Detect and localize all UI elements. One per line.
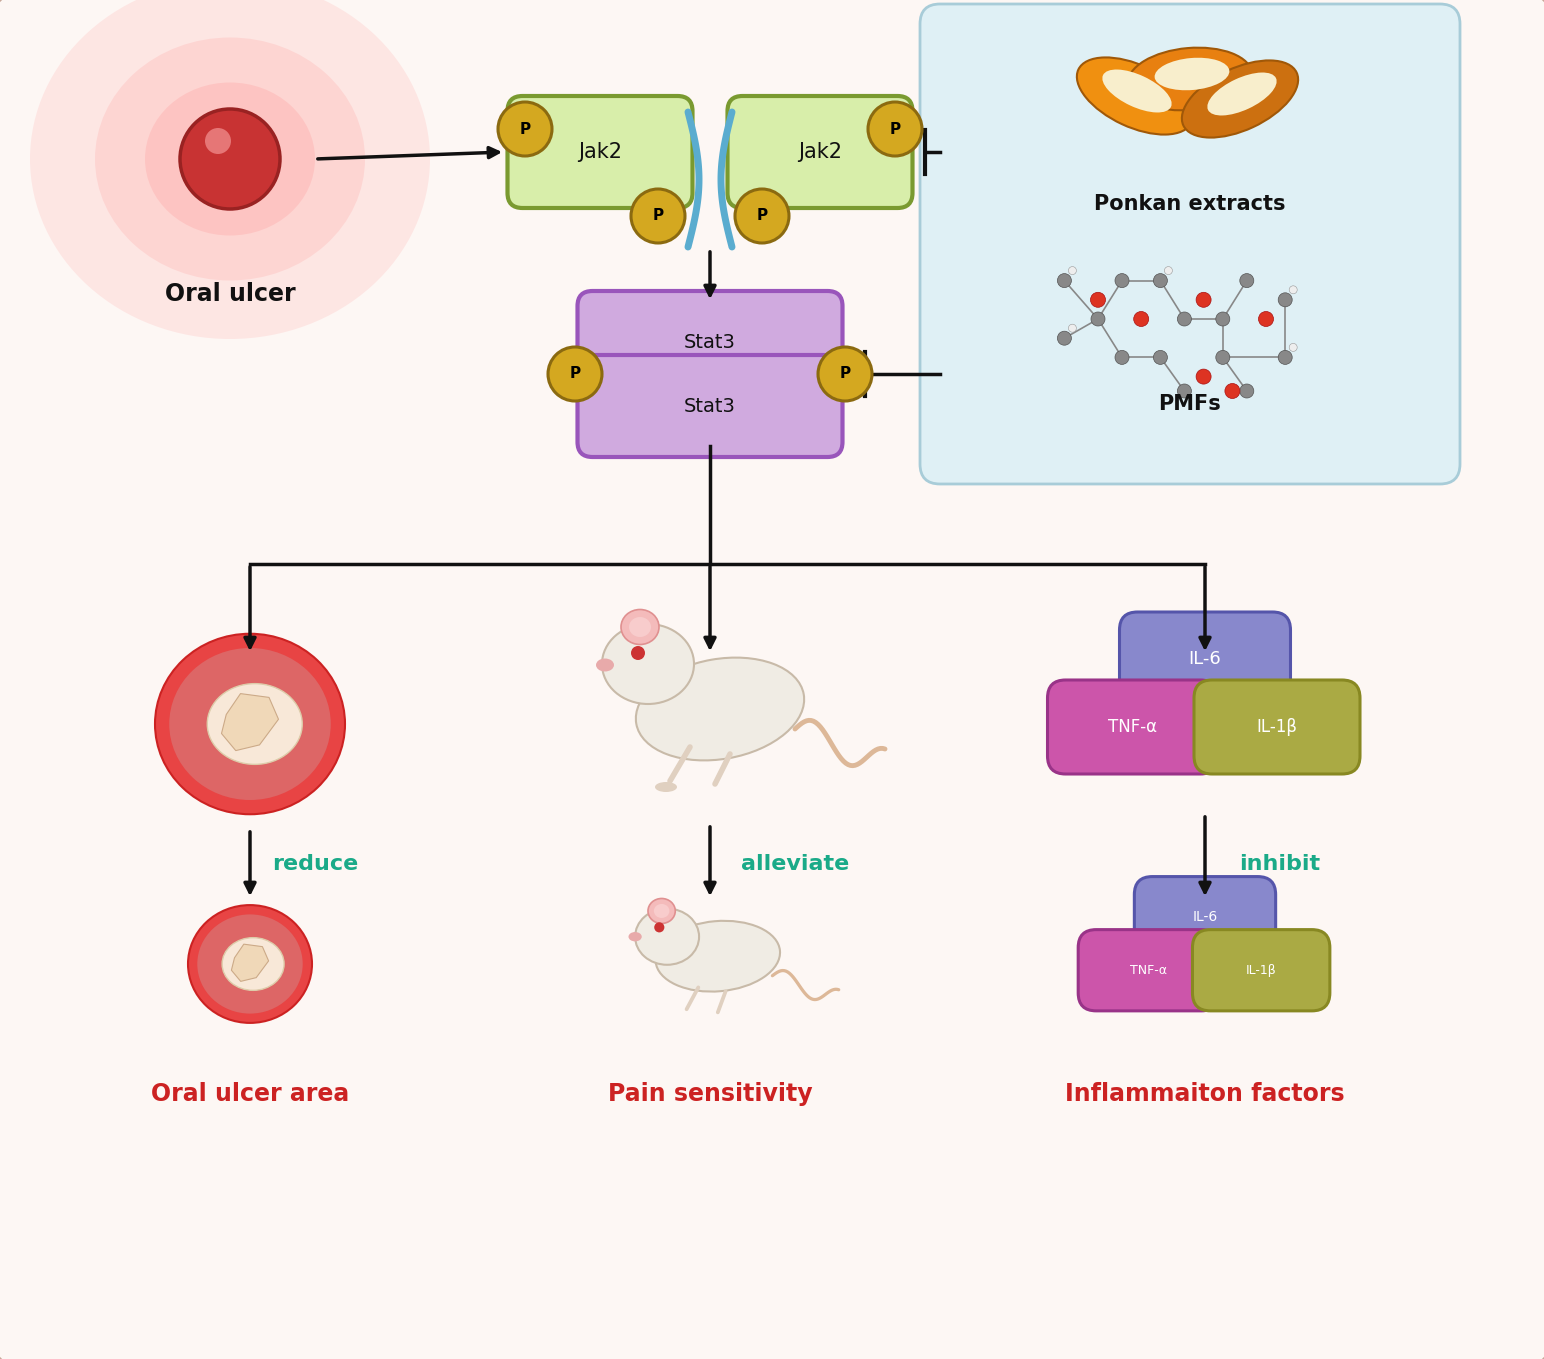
Circle shape	[1115, 351, 1129, 364]
Ellipse shape	[145, 83, 315, 235]
Text: inhibit: inhibit	[1240, 853, 1320, 874]
Text: P: P	[889, 121, 900, 136]
Circle shape	[631, 189, 686, 243]
Ellipse shape	[628, 617, 652, 637]
Circle shape	[1178, 385, 1192, 398]
Ellipse shape	[648, 898, 675, 923]
Ellipse shape	[621, 609, 659, 644]
Circle shape	[1197, 292, 1210, 307]
Ellipse shape	[198, 915, 303, 1014]
Ellipse shape	[655, 781, 676, 792]
Circle shape	[1068, 325, 1076, 332]
Ellipse shape	[596, 659, 615, 671]
Circle shape	[1278, 351, 1292, 364]
Ellipse shape	[635, 909, 699, 965]
FancyBboxPatch shape	[920, 4, 1461, 484]
Circle shape	[1058, 273, 1072, 288]
Ellipse shape	[188, 905, 312, 1023]
Circle shape	[1153, 273, 1167, 288]
FancyBboxPatch shape	[508, 96, 693, 208]
FancyBboxPatch shape	[1192, 930, 1329, 1011]
Circle shape	[1240, 385, 1254, 398]
Circle shape	[1092, 313, 1106, 326]
Text: Stat3: Stat3	[684, 397, 736, 416]
Text: Stat3: Stat3	[684, 333, 736, 352]
Text: P: P	[840, 367, 851, 382]
Circle shape	[1278, 292, 1292, 307]
Circle shape	[181, 109, 279, 209]
Circle shape	[1258, 311, 1274, 326]
FancyBboxPatch shape	[1135, 877, 1275, 958]
Text: PMFs: PMFs	[1158, 394, 1221, 414]
Text: TNF-α: TNF-α	[1130, 964, 1167, 977]
Ellipse shape	[656, 921, 780, 992]
Ellipse shape	[1127, 48, 1252, 110]
Text: P: P	[653, 208, 664, 223]
Text: IL-1β: IL-1β	[1246, 964, 1277, 977]
FancyBboxPatch shape	[577, 355, 843, 457]
Circle shape	[1215, 351, 1231, 364]
Text: Inflammaiton factors: Inflammaiton factors	[1065, 1082, 1345, 1106]
Ellipse shape	[207, 684, 303, 764]
Text: IL-6: IL-6	[1189, 650, 1221, 669]
Text: IL-6: IL-6	[1192, 911, 1218, 924]
Circle shape	[499, 102, 553, 156]
Circle shape	[735, 189, 789, 243]
Ellipse shape	[1102, 69, 1172, 113]
Ellipse shape	[1207, 72, 1277, 116]
FancyBboxPatch shape	[1119, 612, 1291, 705]
FancyBboxPatch shape	[727, 96, 913, 208]
Polygon shape	[232, 945, 269, 981]
Text: reduce: reduce	[272, 853, 358, 874]
Polygon shape	[221, 693, 278, 750]
Text: Oral ulcer area: Oral ulcer area	[151, 1082, 349, 1106]
Ellipse shape	[636, 658, 804, 761]
Circle shape	[655, 923, 664, 932]
Circle shape	[1197, 370, 1210, 385]
Circle shape	[1240, 273, 1254, 288]
FancyBboxPatch shape	[577, 291, 843, 393]
Text: P: P	[570, 367, 581, 382]
Text: P: P	[757, 208, 767, 223]
Ellipse shape	[1181, 60, 1299, 137]
Ellipse shape	[628, 932, 642, 942]
Circle shape	[1058, 332, 1072, 345]
Ellipse shape	[29, 0, 429, 338]
Circle shape	[1178, 313, 1192, 326]
Ellipse shape	[602, 624, 693, 704]
Text: alleviate: alleviate	[741, 853, 849, 874]
Circle shape	[1164, 266, 1172, 275]
Circle shape	[1224, 383, 1240, 398]
Circle shape	[1289, 344, 1297, 352]
Ellipse shape	[96, 38, 364, 280]
Text: Pain sensitivity: Pain sensitivity	[608, 1082, 812, 1106]
FancyBboxPatch shape	[1078, 930, 1220, 1011]
Text: IL-1β: IL-1β	[1257, 718, 1297, 737]
Ellipse shape	[170, 648, 330, 800]
FancyBboxPatch shape	[1047, 680, 1218, 775]
FancyBboxPatch shape	[1194, 680, 1360, 775]
Circle shape	[868, 102, 922, 156]
Ellipse shape	[154, 633, 344, 814]
Circle shape	[548, 347, 602, 401]
Circle shape	[205, 128, 232, 154]
Circle shape	[1215, 313, 1231, 326]
Text: TNF-α: TNF-α	[1109, 718, 1158, 737]
Circle shape	[818, 347, 872, 401]
Ellipse shape	[222, 938, 284, 991]
Text: P: P	[519, 121, 531, 136]
Circle shape	[631, 646, 645, 660]
Text: Ponkan extracts: Ponkan extracts	[1095, 194, 1286, 213]
Circle shape	[1090, 292, 1106, 307]
Circle shape	[1133, 311, 1149, 326]
Circle shape	[1153, 351, 1167, 364]
Text: Jak2: Jak2	[798, 141, 841, 162]
Text: Jak2: Jak2	[577, 141, 622, 162]
Ellipse shape	[653, 904, 670, 917]
Circle shape	[1115, 273, 1129, 288]
Circle shape	[1068, 266, 1076, 275]
Ellipse shape	[1076, 57, 1194, 135]
Circle shape	[1289, 285, 1297, 294]
Text: Oral ulcer: Oral ulcer	[165, 283, 295, 306]
